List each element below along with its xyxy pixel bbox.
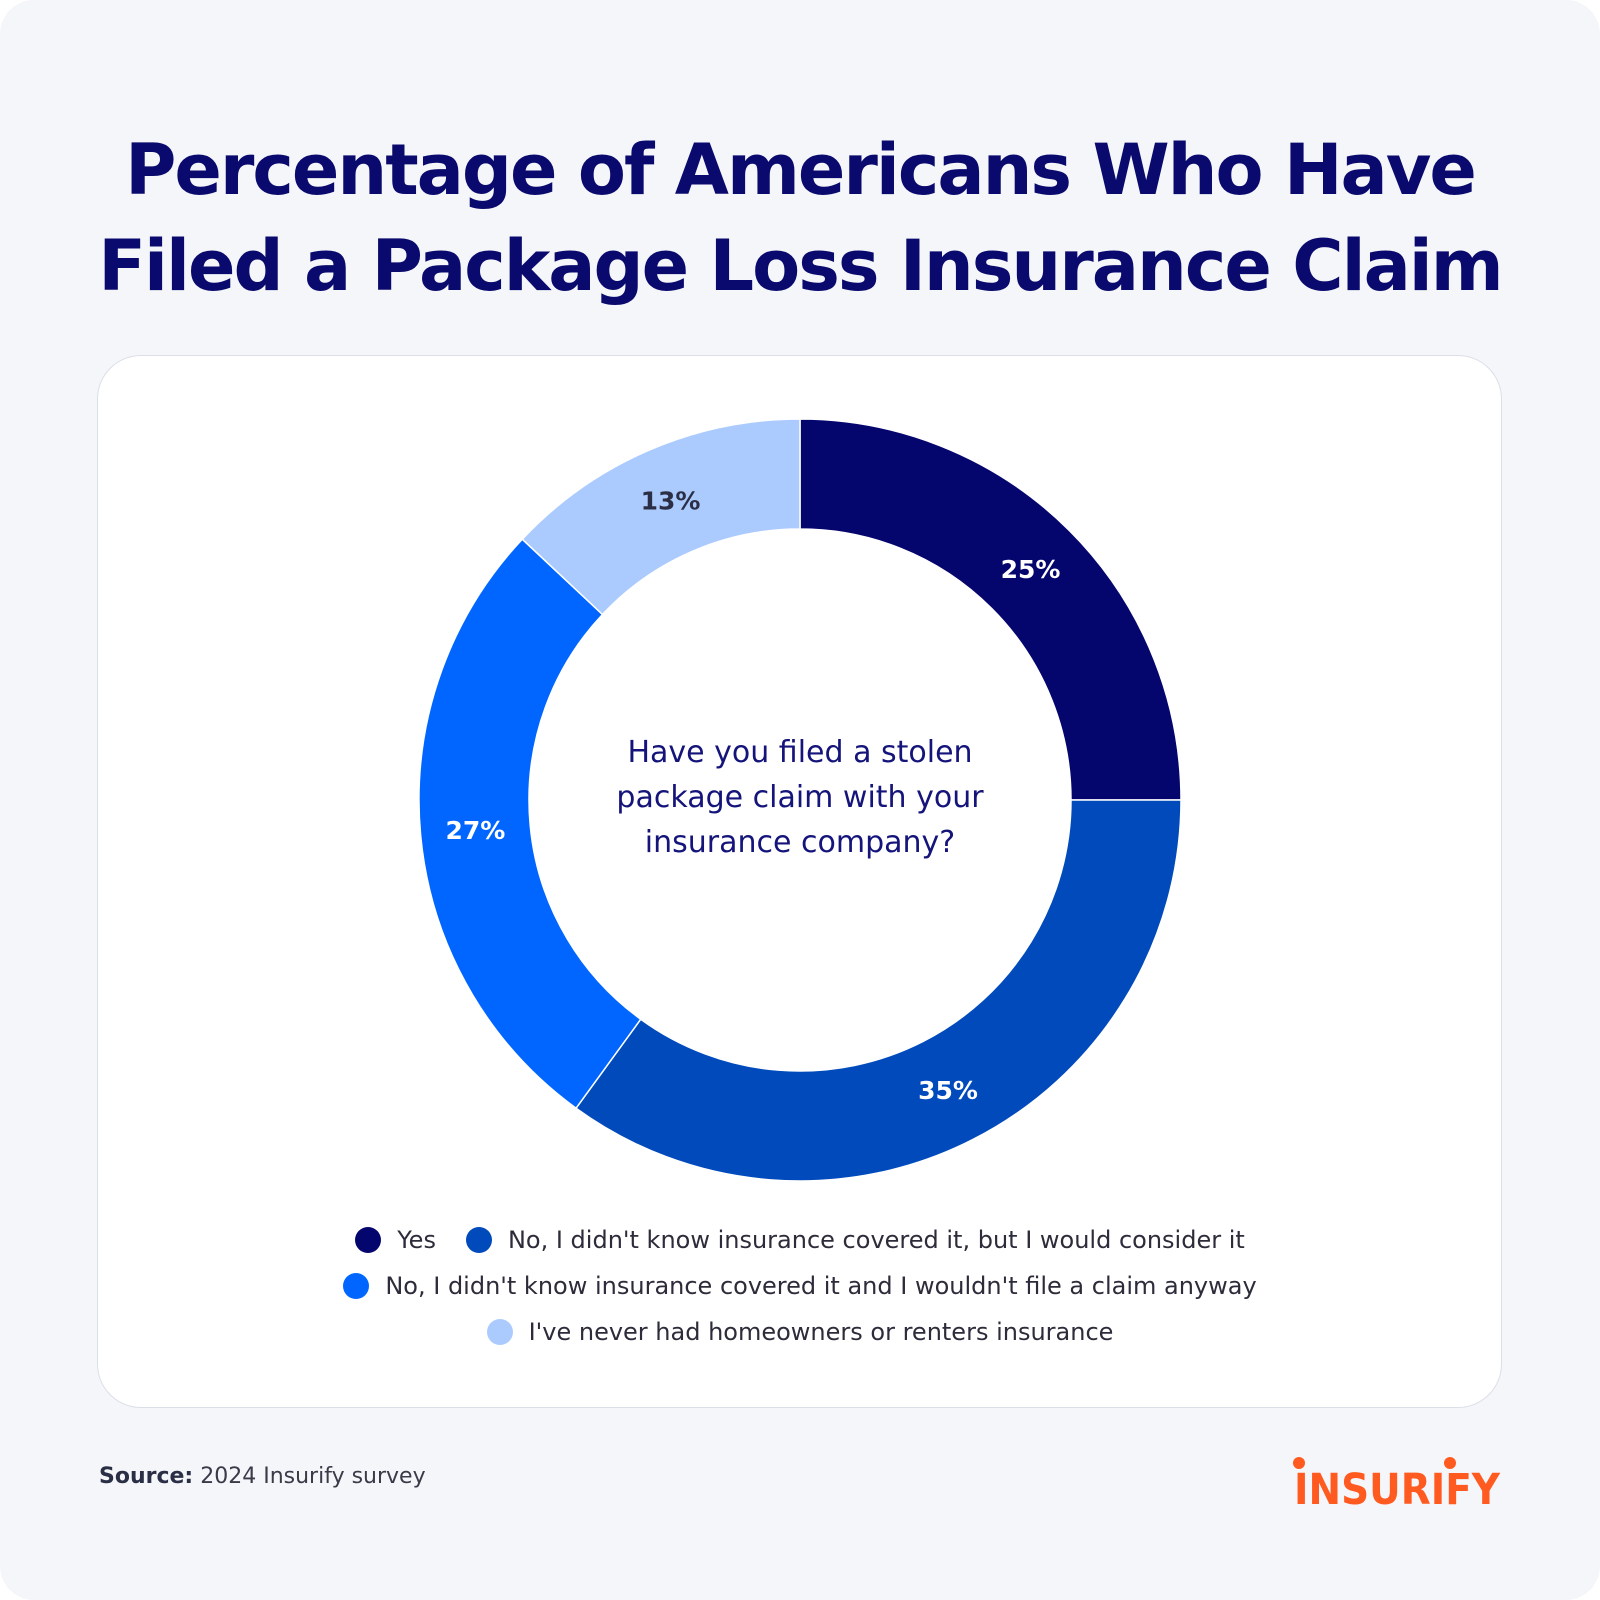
donut-label-never-had-insurance: 13% <box>641 486 701 515</box>
donut-label-would-consider: 35% <box>918 1076 978 1105</box>
donut-center-question: Have you filed a stolen package claim wi… <box>616 735 984 860</box>
insurify-logo-dot-left <box>1293 1457 1305 1469</box>
legend-label-would-not-file: No, I didn't know insurance covered it a… <box>385 1272 1257 1300</box>
legend-dot-never-had-insurance <box>486 1319 513 1345</box>
insurify-logo-wordmark: INSURIFY <box>1294 1465 1501 1512</box>
chart-title-line-2: Filed a Package Loss Insurance Claim <box>98 225 1504 307</box>
donut-slice-would-not-file <box>418 538 642 1110</box>
legend-label-never-had-insurance: I've never had homeowners or renters ins… <box>528 1318 1114 1346</box>
donut-slices <box>418 418 1182 1182</box>
source-text: 2024 Insurify survey <box>200 1464 426 1489</box>
chart-title-line-1: Percentage of Americans Who Have <box>125 129 1477 211</box>
donut-slice-yes <box>799 418 1182 801</box>
donut-slice-would-consider <box>575 799 1182 1182</box>
legend-label-yes: Yes <box>397 1226 436 1254</box>
legend-dot-would-not-file <box>343 1273 370 1299</box>
legend-label-would-consider: No, I didn't know insurance covered it, … <box>507 1226 1245 1254</box>
source-label: Source: <box>99 1464 194 1489</box>
legend-row-1: Yes No, I didn't know insurance covered … <box>0 1226 1600 1254</box>
donut-label-would-not-file: 27% <box>446 816 506 845</box>
insurify-logo: INSURIFY <box>1293 1457 1501 1512</box>
legend-item-would-consider: No, I didn't know insurance covered it, … <box>465 1226 1245 1254</box>
legend-row-2: No, I didn't know insurance covered it a… <box>0 1272 1600 1300</box>
donut-data-labels: 25% 35% 27% 13% <box>446 486 1061 1105</box>
legend-item-never-had-insurance: I've never had homeowners or renters ins… <box>486 1318 1114 1346</box>
legend-row-3: I've never had homeowners or renters ins… <box>0 1318 1600 1346</box>
insurify-logo-dot-right <box>1444 1457 1456 1469</box>
legend-item-yes: Yes <box>355 1226 436 1254</box>
legend-item-would-not-file: No, I didn't know insurance covered it a… <box>343 1272 1257 1300</box>
legend-dot-would-consider <box>465 1227 492 1253</box>
chart-title: Percentage of Americans Who Have Filed a… <box>60 122 1540 314</box>
chart-card <box>97 355 1502 1408</box>
donut-label-yes: 25% <box>1001 555 1061 584</box>
source-note: Source: 2024 Insurify survey <box>99 1464 426 1489</box>
legend-dot-yes <box>355 1227 382 1253</box>
donut-slice-never-had-insurance <box>521 418 801 616</box>
